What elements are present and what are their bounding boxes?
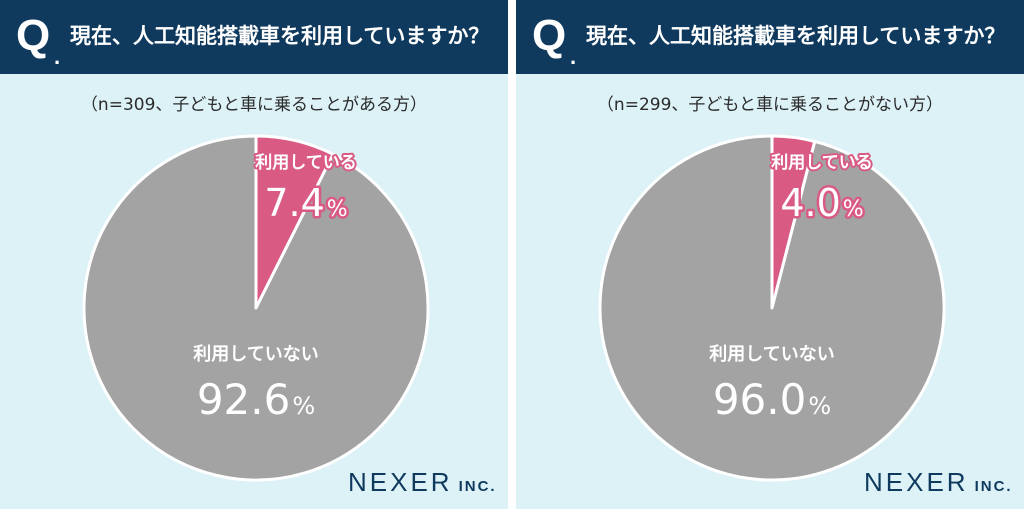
slice-value-label: 92.6%	[197, 375, 315, 424]
slice-label-not-using: 利用していない 92.6%	[193, 343, 318, 424]
slice-category-label: 利用している	[771, 152, 873, 173]
slice-value-number: 92.6	[197, 375, 291, 424]
question-text: 現在、人工知能搭載車を利用していますか？	[586, 24, 1006, 48]
nexer-logo: NEXER INC.	[864, 468, 1013, 501]
slice-label-using: 利用している 7.4%	[253, 150, 359, 228]
logo-suffix: INC.	[974, 478, 1013, 495]
slice-label-using: 利用している 4.0%	[769, 150, 875, 228]
slice-category-label: 利用していない	[193, 343, 318, 365]
slice-category-label: 利用していない	[709, 343, 834, 365]
slice-value-unit: %	[843, 197, 864, 222]
right-panel: Q . 現在、人工知能搭載車を利用していますか？ （n=299、子どもと車に乗る…	[516, 0, 1024, 509]
slice-value-unit: %	[327, 197, 348, 222]
logo-text: NEXER	[864, 467, 969, 497]
pie-slice-not-using	[598, 134, 946, 482]
nexer-logo: NEXER INC.	[348, 468, 497, 501]
q-letter: Q	[16, 11, 51, 60]
logo-suffix: INC.	[458, 478, 497, 495]
q-letter: Q	[532, 11, 567, 60]
slice-category-label: 利用している	[255, 152, 357, 173]
pie-slice-not-using	[82, 134, 430, 482]
slice-value-label: 7.4%	[264, 181, 347, 225]
q-dot: .	[570, 44, 577, 69]
question-text: 現在、人工知能搭載車を利用していますか？	[70, 24, 490, 48]
question-header: Q . 現在、人工知能搭載車を利用していますか？	[516, 0, 1024, 74]
slice-label-not-using: 利用していない 96.0%	[709, 343, 834, 424]
slice-value-label: 4.0%	[780, 181, 863, 225]
slice-value-unit: %	[808, 392, 831, 420]
slice-value-number: 96.0	[713, 375, 807, 424]
logo-text: NEXER	[348, 467, 453, 497]
slice-value-unit: %	[292, 392, 315, 420]
slice-value-number: 7.4	[264, 181, 324, 225]
pie-chart: 利用している 7.4% 利用していない 92.6%	[82, 134, 430, 482]
sample-label: （n=309、子どもと車に乗ることがある方）	[80, 95, 428, 115]
slice-value-label: 96.0%	[713, 375, 831, 424]
slice-value-number: 4.0	[780, 181, 840, 225]
q-dot: .	[54, 44, 61, 69]
question-header: Q . 現在、人工知能搭載車を利用していますか？	[0, 0, 508, 74]
sample-label: （n=299、子どもと車に乗ることがない方）	[596, 95, 944, 115]
pie-chart: 利用している 4.0% 利用していない 96.0%	[598, 134, 946, 482]
left-panel: Q . 現在、人工知能搭載車を利用していますか？ （n=309、子どもと車に乗る…	[0, 0, 508, 509]
